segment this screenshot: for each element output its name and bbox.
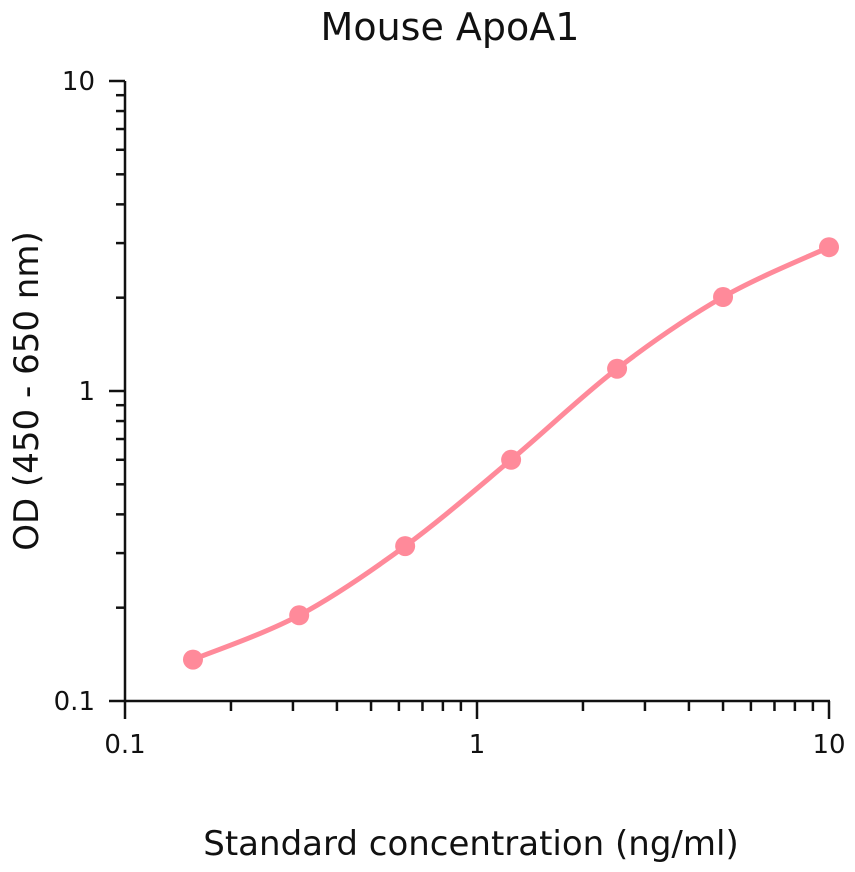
- data-point: [182, 649, 203, 670]
- x-axis-label: Standard concentration (ng/ml): [203, 824, 738, 864]
- y-axis-label: OD (450 - 650 nm): [7, 231, 47, 550]
- data-point: [395, 536, 416, 557]
- chart-title: Mouse ApoA1: [321, 5, 580, 49]
- data-point: [819, 237, 839, 258]
- marks: [182, 237, 839, 670]
- data-point: [501, 449, 522, 470]
- y-tick-label: 1: [78, 377, 95, 407]
- axes: [109, 79, 831, 719]
- x-tick-label: 0.1: [104, 730, 145, 760]
- y-tick-label: 0.1: [54, 687, 95, 717]
- data-point: [289, 605, 310, 626]
- x-tick-label: 10: [812, 730, 845, 760]
- y-tick-label: 10: [62, 67, 95, 97]
- data-point: [607, 358, 628, 379]
- tick-labels: 0.1 1 10 0.1 1 10: [54, 67, 846, 760]
- data-point: [713, 287, 734, 308]
- x-tick-label: 1: [469, 730, 486, 760]
